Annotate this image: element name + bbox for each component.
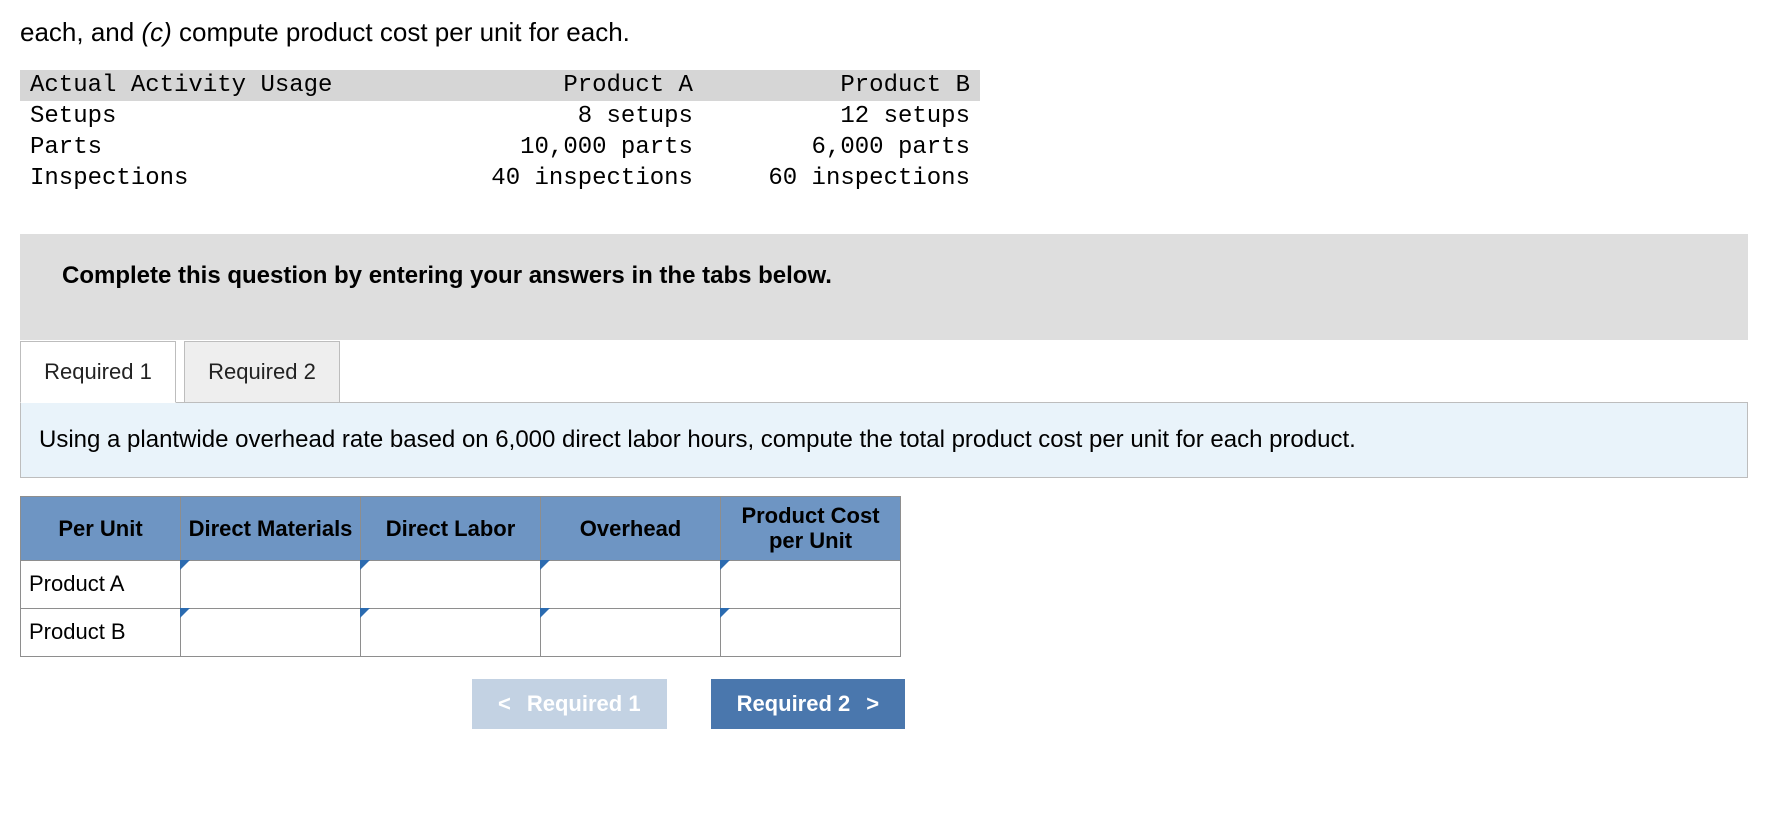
activity-row-b: 6,000 parts (693, 134, 970, 161)
col-direct-materials: Direct Materials (181, 496, 361, 560)
prev-button: < Required 1 (472, 679, 667, 729)
activity-row-b: 12 setups (693, 103, 970, 130)
activity-row: Parts 10,000 parts 6,000 parts (20, 132, 980, 163)
activity-header-product-b: Product B (693, 72, 970, 99)
activity-header-product-a: Product A (416, 72, 693, 99)
text-prefix: each, and (20, 17, 141, 47)
input-a-materials[interactable] (181, 561, 360, 608)
cell-a-overhead[interactable] (541, 560, 721, 608)
activity-row-label: Parts (30, 134, 416, 161)
input-a-total[interactable] (721, 561, 900, 608)
cell-b-overhead[interactable] (541, 608, 721, 656)
activity-row-a: 40 inspections (416, 165, 693, 192)
table-row: Product B (21, 608, 901, 656)
activity-row: Setups 8 setups 12 setups (20, 101, 980, 132)
cell-b-labor[interactable] (361, 608, 541, 656)
cell-a-labor[interactable] (361, 560, 541, 608)
next-button[interactable]: Required 2 > (711, 679, 906, 729)
row-label-product-a: Product A (21, 560, 181, 608)
cell-b-materials[interactable] (181, 608, 361, 656)
question-fragment: each, and (c) compute product cost per u… (0, 0, 1768, 70)
activity-row-label: Setups (30, 103, 416, 130)
cell-a-total[interactable] (721, 560, 901, 608)
col-overhead: Overhead (541, 496, 721, 560)
nav-button-row: < Required 1 Required 2 > (20, 679, 1748, 729)
prev-button-label: Required 1 (527, 691, 641, 717)
input-a-labor[interactable] (361, 561, 540, 608)
table-row: Product A (21, 560, 901, 608)
activity-row-a: 8 setups (416, 103, 693, 130)
tab-instruction-panel: Using a plantwide overhead rate based on… (20, 402, 1748, 478)
text-suffix: compute product cost per unit for each. (172, 17, 630, 47)
cell-b-total[interactable] (721, 608, 901, 656)
tab-row: Required 1 Required 2 (20, 341, 1748, 403)
input-a-overhead[interactable] (541, 561, 720, 608)
activity-row-a: 10,000 parts (416, 134, 693, 161)
input-b-overhead[interactable] (541, 609, 720, 656)
input-b-materials[interactable] (181, 609, 360, 656)
next-button-label: Required 2 (737, 691, 851, 717)
activity-header-row: Actual Activity Usage Product A Product … (20, 70, 980, 101)
input-b-labor[interactable] (361, 609, 540, 656)
activity-row: Inspections 40 inspections 60 inspection… (20, 163, 980, 194)
input-b-total[interactable] (721, 609, 900, 656)
instruction-bar: Complete this question by entering your … (20, 234, 1748, 340)
cell-a-materials[interactable] (181, 560, 361, 608)
row-label-product-b: Product B (21, 608, 181, 656)
activity-row-label: Inspections (30, 165, 416, 192)
tab-required-1[interactable]: Required 1 (20, 341, 176, 403)
tab-required-2[interactable]: Required 2 (184, 341, 340, 403)
activity-row-b: 60 inspections (693, 165, 970, 192)
activity-header-label: Actual Activity Usage (30, 72, 416, 99)
text-italic: (c) (141, 17, 171, 47)
chevron-right-icon: > (866, 691, 879, 717)
activity-usage-table: Actual Activity Usage Product A Product … (20, 70, 980, 194)
chevron-left-icon: < (498, 691, 511, 717)
table-header-row: Per Unit Direct Materials Direct Labor O… (21, 496, 901, 560)
col-product-cost: Product Cost per Unit (721, 496, 901, 560)
col-per-unit: Per Unit (21, 496, 181, 560)
product-cost-table: Per Unit Direct Materials Direct Labor O… (20, 496, 901, 657)
col-direct-labor: Direct Labor (361, 496, 541, 560)
